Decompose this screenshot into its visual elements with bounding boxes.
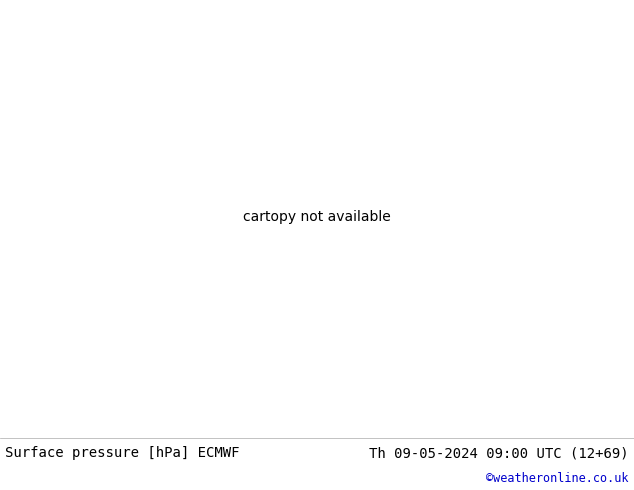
Text: ©weatheronline.co.uk: ©weatheronline.co.uk <box>486 472 629 485</box>
Text: cartopy not available: cartopy not available <box>243 210 391 224</box>
Text: Surface pressure [hPa] ECMWF: Surface pressure [hPa] ECMWF <box>5 446 240 461</box>
Text: Th 09-05-2024 09:00 UTC (12+69): Th 09-05-2024 09:00 UTC (12+69) <box>369 446 629 461</box>
